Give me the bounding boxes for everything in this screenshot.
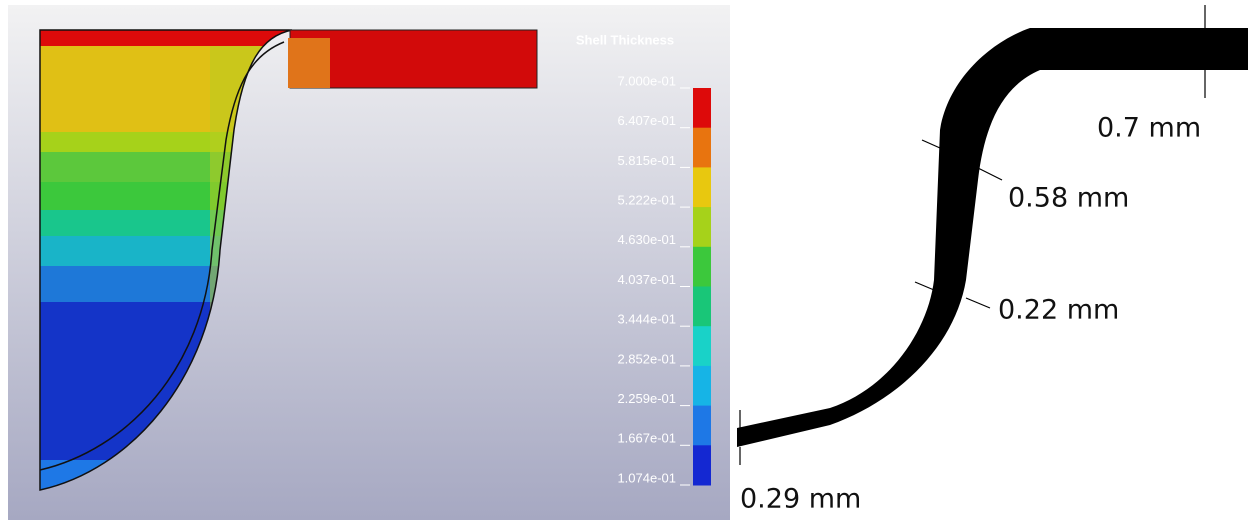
legend-swatch <box>693 406 711 446</box>
legend-label: 2.852e-01 <box>617 351 676 366</box>
legend-swatch <box>693 366 711 406</box>
legend-swatch <box>693 88 711 128</box>
thickness-label: 0.22 mm <box>998 295 1119 326</box>
figure: Shell Thickness 7.000e-01 6.407e-01 5.815e… <box>0 0 1248 523</box>
legend-swatch <box>693 287 711 327</box>
legend-swatch <box>693 445 711 485</box>
legend-label: 4.037e-01 <box>617 272 676 287</box>
legend-label: 1.074e-01 <box>617 470 676 485</box>
legend-swatch <box>693 247 711 287</box>
legend-label: 5.815e-01 <box>617 153 676 168</box>
thickness-label: 0.58 mm <box>1008 183 1129 214</box>
legend-label: 3.444e-01 <box>617 312 676 327</box>
legend-swatch <box>693 207 711 247</box>
legend-label: 1.667e-01 <box>617 431 676 446</box>
cross-section <box>737 28 1248 447</box>
legend-label: 4.630e-01 <box>617 232 676 247</box>
legend-swatch <box>693 128 711 168</box>
legend-label: 7.000e-01 <box>617 73 676 88</box>
legend-label: 2.259e-01 <box>617 391 676 406</box>
legend-title: Shell Thickness <box>576 32 674 47</box>
legend-label: 6.407e-01 <box>617 113 676 128</box>
thickness-label: 0.7 mm <box>1097 113 1201 144</box>
flange-transition <box>288 38 330 88</box>
thickness-label: 0.29 mm <box>740 484 861 515</box>
legend-swatch <box>693 167 711 207</box>
legend-label: 5.222e-01 <box>617 193 676 208</box>
legend-swatch <box>693 326 711 366</box>
